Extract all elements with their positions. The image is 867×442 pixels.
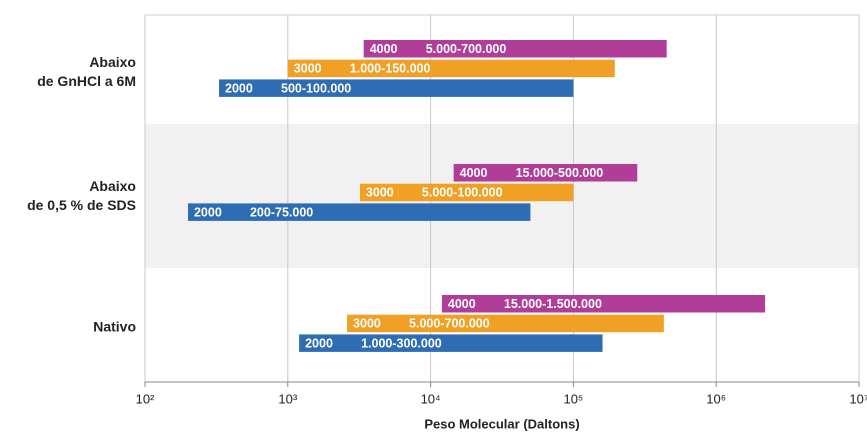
category-label: de GnHCl a 6M <box>37 73 136 89</box>
range-label: 5.000-100.000 <box>422 186 503 200</box>
series-label: 2000 <box>305 336 333 350</box>
x-tick-label: 10⁴ <box>421 391 441 406</box>
bar <box>187 203 531 221</box>
range-label: 5.000-700.000 <box>426 42 507 56</box>
x-tick-label: 10³ <box>278 391 297 406</box>
series-label: 4000 <box>370 42 398 56</box>
series-label: 2000 <box>225 81 253 95</box>
range-label: 1.000-150.000 <box>350 62 431 76</box>
category-label: Abaixo <box>89 54 136 70</box>
range-label: 500-100.000 <box>281 81 351 95</box>
range-label: 15.000-1.500.000 <box>504 297 602 311</box>
series-label: 3000 <box>353 317 381 331</box>
bar <box>441 295 766 313</box>
range-label: 5.000-700.000 <box>409 317 490 331</box>
series-label: 3000 <box>294 62 322 76</box>
bar <box>453 164 638 182</box>
x-tick-label: 10⁶ <box>706 391 726 406</box>
range-label: 1.000-300.000 <box>361 336 442 350</box>
category-label: de 0,5 % de SDS <box>27 197 136 213</box>
range-label: 15.000-500.000 <box>516 166 604 180</box>
range-label: 200-75.000 <box>250 205 313 219</box>
bar <box>363 40 667 58</box>
x-tick-label: 10⁷ <box>849 391 867 406</box>
bar <box>219 79 574 97</box>
series-label: 4000 <box>460 166 488 180</box>
bar <box>359 183 574 202</box>
category-label: Nativo <box>93 318 136 334</box>
series-label: 4000 <box>448 297 476 311</box>
category-label: Abaixo <box>89 178 136 194</box>
x-tick-label: 10⁵ <box>563 391 583 406</box>
x-axis-title: Peso Molecular (Daltons) <box>424 416 579 431</box>
bar <box>347 314 664 333</box>
bar <box>287 59 615 78</box>
bar <box>299 334 603 352</box>
series-label: 2000 <box>194 205 222 219</box>
series-label: 3000 <box>366 186 394 200</box>
x-tick-label: 10² <box>136 391 155 406</box>
